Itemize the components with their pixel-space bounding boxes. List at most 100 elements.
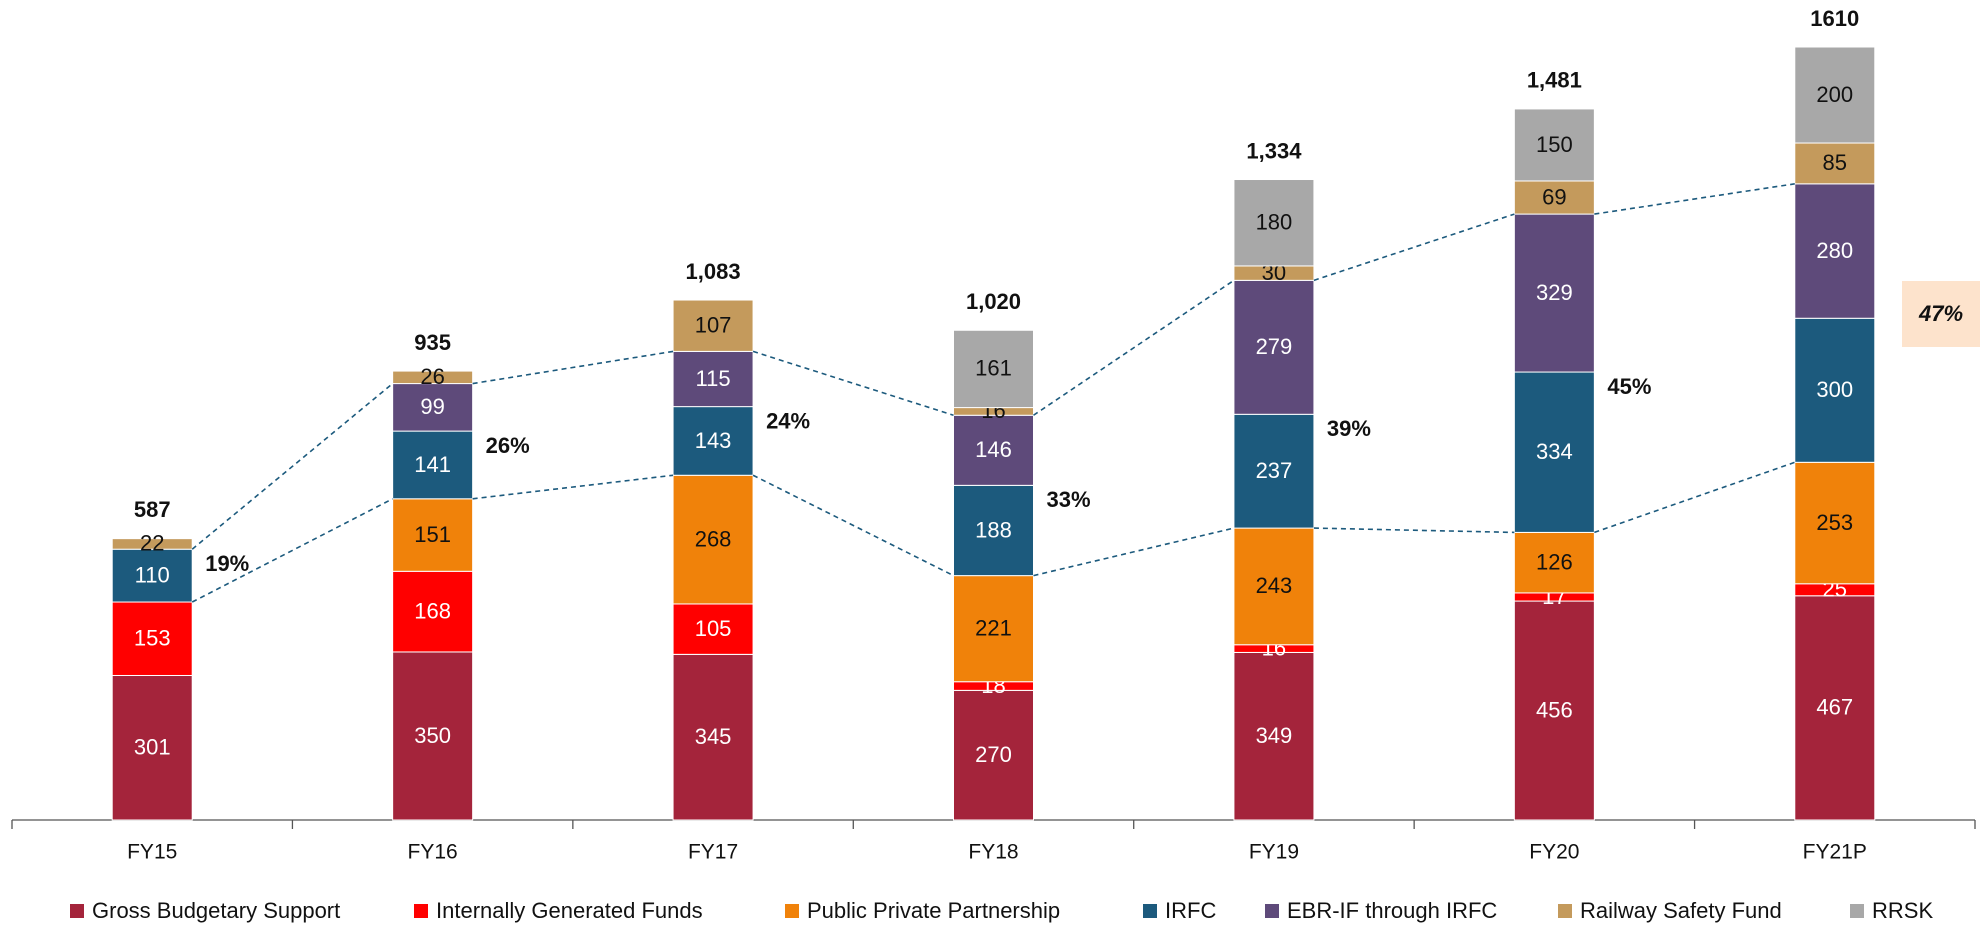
bar-segment	[392, 430, 474, 500]
segment-label: 253	[1816, 510, 1853, 535]
segment-label: 350	[414, 723, 451, 748]
x-tick-label: FY21P	[1803, 841, 1867, 864]
bar-segment	[392, 570, 474, 653]
legend-swatch	[1558, 904, 1572, 918]
bar-segment	[672, 474, 754, 605]
dashed-connector	[472, 474, 674, 500]
dashed-connector	[752, 474, 954, 577]
bar-segment	[672, 406, 754, 476]
x-tick-label: FY16	[408, 841, 458, 864]
segment-label: 69	[1542, 184, 1566, 209]
bar-segment	[111, 674, 193, 821]
segment-label: 126	[1536, 549, 1573, 574]
bar-segment	[111, 601, 193, 676]
segment-label: 329	[1536, 280, 1573, 305]
bar-segment	[1233, 413, 1315, 529]
share-label: 26%	[486, 433, 530, 458]
dashed-connector	[1594, 461, 1796, 534]
bar-segment	[953, 484, 1034, 577]
segment-label: 467	[1816, 695, 1853, 720]
share-label: 24%	[766, 408, 810, 433]
x-tick-label: FY18	[968, 841, 1018, 864]
bar-segment	[672, 350, 754, 408]
highlight-box	[1902, 281, 1980, 347]
legend-label: Public Private Partnership	[807, 898, 1060, 923]
bar-segment	[953, 575, 1034, 683]
share-label: 45%	[1607, 374, 1651, 399]
dashed-connector	[191, 498, 394, 603]
x-tick-label: FY19	[1249, 841, 1299, 864]
dashed-connector	[752, 350, 954, 417]
bar-segment	[1794, 46, 1876, 144]
total-label: 935	[414, 330, 451, 355]
legend-label: RRSK	[1872, 898, 1933, 923]
segment-label: 200	[1816, 82, 1853, 107]
segment-label: 107	[695, 313, 732, 338]
bar-segment	[392, 370, 474, 385]
share-label: 39%	[1327, 416, 1371, 441]
segment-label: 115	[696, 366, 731, 391]
share-label: 47%	[1918, 301, 1963, 326]
bar-segment	[1513, 600, 1595, 821]
bar-segment	[953, 329, 1034, 409]
dashed-connector	[472, 350, 674, 385]
total-label: 1,083	[686, 259, 741, 284]
legend-label: EBR-IF through IRFC	[1287, 898, 1497, 923]
legend-swatch	[1265, 904, 1279, 918]
bar-segment	[1794, 595, 1876, 821]
dashed-connector	[1033, 527, 1235, 577]
segment-label: 151	[414, 522, 451, 547]
segment-label: 143	[695, 428, 732, 453]
segment-label: 334	[1536, 439, 1573, 464]
dashed-connector	[1313, 527, 1515, 534]
total-label: 587	[134, 497, 171, 522]
bar-segment	[1513, 108, 1595, 182]
bar-segment	[1794, 461, 1876, 585]
segment-label: 180	[1256, 210, 1293, 235]
total-label: 1,020	[966, 289, 1021, 314]
bar-segment	[1233, 527, 1315, 646]
segment-label: 345	[695, 724, 732, 749]
segment-label: 221	[975, 615, 1012, 640]
legend-swatch	[414, 904, 428, 918]
bar-segment	[1233, 279, 1315, 415]
segment-label: 237	[1256, 458, 1293, 483]
x-tick-label: FY17	[688, 841, 738, 864]
x-tick-label: FY20	[1529, 841, 1579, 864]
dashed-connector	[1594, 183, 1795, 215]
segment-label: 26	[420, 364, 444, 389]
legend-label: Gross Budgetary Support	[92, 898, 340, 923]
bar-segment	[1513, 371, 1595, 533]
segment-label: 243	[1256, 573, 1293, 598]
bar-segment	[1513, 180, 1595, 215]
bar-segment	[672, 653, 754, 821]
bar-segment	[1794, 183, 1876, 319]
segment-label: 280	[1816, 238, 1853, 263]
bar-segment	[392, 498, 474, 572]
segment-label: 146	[975, 437, 1012, 462]
bar-segment	[1513, 213, 1595, 373]
bar-segment	[111, 538, 193, 550]
total-label: 1,334	[1246, 138, 1302, 163]
segment-label: 150	[1536, 132, 1573, 157]
segment-label: 279	[1256, 334, 1293, 359]
segment-label: 153	[134, 626, 171, 651]
legend-label: IRFC	[1165, 898, 1216, 923]
bar-segment	[1513, 531, 1595, 594]
bar-segment	[953, 689, 1034, 821]
segment-label: 270	[975, 742, 1012, 767]
x-tick-label: FY15	[127, 841, 177, 864]
bar-segment	[111, 548, 193, 603]
dashed-connector	[1313, 213, 1515, 282]
legend-swatch	[1850, 904, 1864, 918]
segment-label: 141	[414, 452, 451, 477]
bar-segment	[1794, 317, 1876, 463]
legend-label: Internally Generated Funds	[436, 898, 703, 923]
segment-label: 161	[975, 356, 1012, 381]
segment-label: 168	[414, 598, 451, 623]
bar-segment	[1233, 179, 1315, 267]
bar-segment	[953, 414, 1034, 486]
total-label: 1610	[1810, 6, 1859, 31]
share-label: 19%	[205, 551, 249, 576]
